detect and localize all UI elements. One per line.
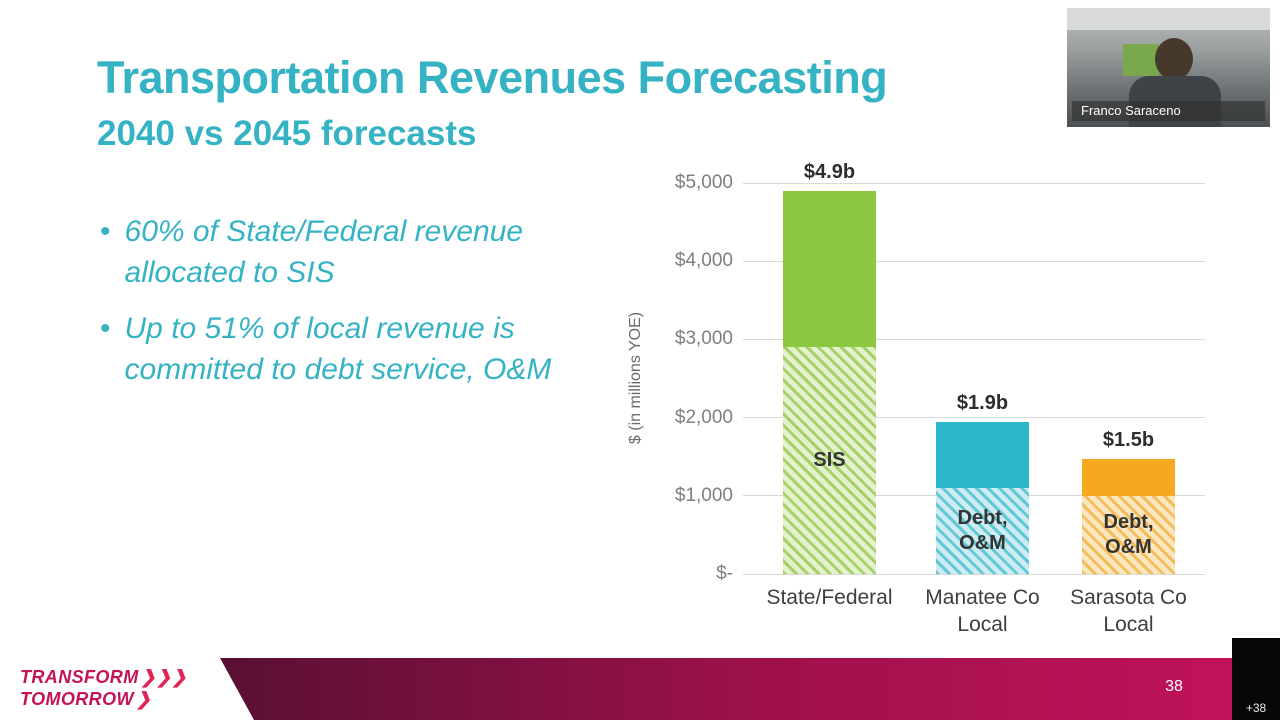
- y-tick-label: $4,000: [674, 250, 733, 272]
- more-participants-count: +38: [1245, 701, 1267, 715]
- webcam-scene-picture-frame: [1123, 44, 1159, 76]
- webcam-tile[interactable]: Franco Saraceno: [1067, 8, 1270, 127]
- logo-text-tomorrow: TOMORROW: [20, 688, 134, 709]
- bar-state-federal: SIS: [783, 190, 876, 574]
- transform-tomorrow-logo: TRANSFORM ❯❯❯ TOMORROW ❯: [20, 667, 187, 710]
- segment-label: SIS: [813, 449, 846, 472]
- bullet-text: 60% of State/Federal revenue allocated t…: [124, 215, 524, 289]
- chevron-icon: ❯: [135, 688, 152, 709]
- participant-silhouette-head: [1155, 38, 1193, 80]
- bar-total-label: $4.9b: [803, 160, 856, 183]
- gridline: [743, 338, 1205, 340]
- bar-total-label: $1.5b: [1102, 429, 1155, 452]
- bar-segment: [1082, 459, 1175, 496]
- chart-plot: SIS $4.9b Debt, O&M $1.9b Debt, O&M $1.5b: [743, 161, 1205, 575]
- gridline: [743, 182, 1205, 184]
- bullet-marker: •: [100, 215, 111, 248]
- logo-line-2: TOMORROW ❯: [20, 689, 187, 711]
- bar-segment: [936, 421, 1029, 488]
- segment-label: Debt, O&M: [957, 506, 1008, 554]
- bar-segment: [783, 190, 876, 348]
- y-tick-label: $3,000: [674, 328, 733, 350]
- category-label: Manatee Co Local: [925, 586, 1040, 637]
- category-label: Sarasota Co Local: [1070, 586, 1187, 637]
- logo-text-transform: TRANSFORM: [20, 667, 139, 687]
- bar-total-label: $1.9b: [956, 391, 1009, 414]
- more-participants-tile[interactable]: +38: [1232, 638, 1280, 720]
- bullet-marker: •: [100, 312, 111, 345]
- y-tick-label: $1,000: [674, 484, 733, 506]
- footer-logo-wedge: TRANSFORM ❯❯❯ TOMORROW ❯: [0, 658, 254, 720]
- gridline: [743, 260, 1205, 262]
- bar-sarasota-co-local: Debt, O&M: [1082, 459, 1175, 574]
- logo-line-1: TRANSFORM ❯❯❯: [20, 667, 187, 689]
- participant-name: Franco Saraceno: [1072, 101, 1265, 121]
- page-title: Transportation Revenues Forecasting: [97, 52, 888, 103]
- segment-label: Debt, O&M: [1103, 510, 1154, 558]
- bullet-item: • Up to 51% of local revenue is committe…: [100, 309, 600, 390]
- slide-number: 38: [1165, 678, 1183, 695]
- y-tick-label: $-: [716, 563, 733, 584]
- bullet-item: • 60% of State/Federal revenue allocated…: [100, 212, 600, 293]
- bullet-list: • 60% of State/Federal revenue allocated…: [100, 212, 600, 390]
- category-label: State/Federal: [766, 586, 893, 609]
- bar-segment: SIS: [783, 347, 876, 574]
- bar-manatee-co-local: Debt, O&M: [936, 421, 1029, 574]
- webcam-scene-ceiling: [1067, 8, 1270, 30]
- y-tick-label: $5,000: [674, 172, 733, 193]
- gridline: [743, 573, 1205, 575]
- chart: $ (in millions YOE) $- $1,000 $2,000 $3,000…: [600, 150, 1260, 670]
- gridline: [743, 417, 1205, 419]
- bullet-text: Up to 51% of local revenue is committed …: [124, 312, 552, 386]
- page-subtitle: 2040 vs 2045 forecasts: [97, 114, 477, 153]
- chevrons-icon: ❯❯❯: [140, 667, 188, 687]
- bar-segment: Debt, O&M: [1082, 495, 1175, 574]
- y-tick-label: $2,000: [674, 406, 733, 428]
- bar-segment: Debt, O&M: [936, 487, 1029, 574]
